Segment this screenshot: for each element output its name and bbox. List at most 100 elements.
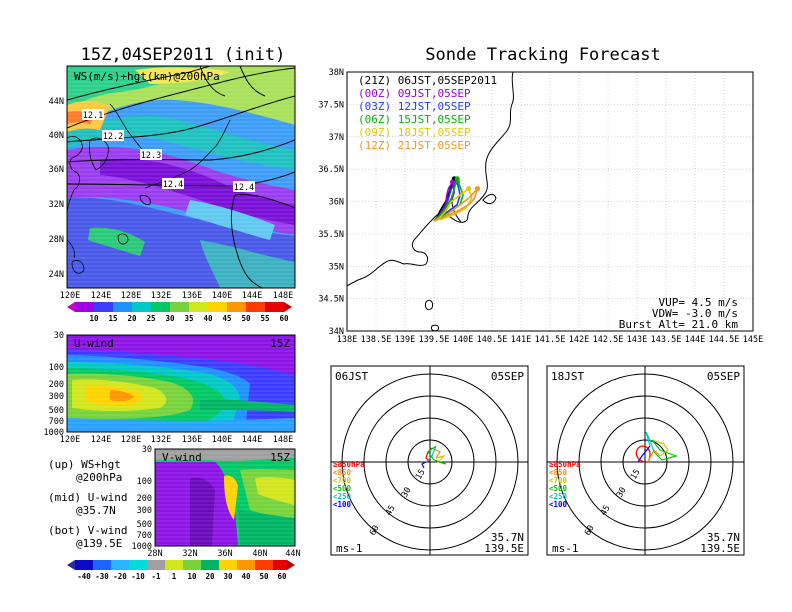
v-xlabel: 44N xyxy=(285,549,300,559)
pressure-legend-right: ≥850hPa <850 <700 <500 <250 <100 xyxy=(549,460,581,509)
hodo-time: 18JST xyxy=(551,370,584,383)
map-ylabel: 37N xyxy=(329,133,344,143)
burst-point xyxy=(449,179,456,185)
launch-legend-item: (21Z) 06JST,05SEP2011 xyxy=(358,74,497,87)
vcb-tick: 10 xyxy=(187,572,197,581)
pressure-legend-left: ≥850hPa <850 <700 <500 <250 <100 xyxy=(333,460,365,509)
track-map: 38N 37.5N 37N 36.5N 36N 35.5N 35N 34.5N 34N 138E… xyxy=(318,68,763,345)
ws-panel: WS(m/s)+hgt(km)@200hPa 12.1 12.2 12.3 12… xyxy=(49,65,296,301)
launch-legend-item: (06Z) 15JST,05SEP xyxy=(358,113,471,126)
contour-label-3: 12.3 xyxy=(141,151,161,161)
pressure-legend-item: <100 xyxy=(333,500,352,509)
u-xlabel: 132E xyxy=(151,435,171,445)
ring-label: 15 xyxy=(414,468,428,482)
track-line xyxy=(433,187,479,222)
u-xlabel: 136E xyxy=(182,435,202,445)
ring-label: 45 xyxy=(384,504,398,518)
cb-tick: 40 xyxy=(203,314,213,323)
map-ylabel: 36N xyxy=(329,198,344,208)
map-xlabel: 143.5E xyxy=(651,335,682,345)
track-line xyxy=(433,187,473,222)
pressure-legend-item: <500 xyxy=(549,484,568,493)
hodo-date: 05SEP xyxy=(491,370,524,383)
vcb-tick: 50 xyxy=(259,572,269,581)
ws-xlabel: 124E xyxy=(91,291,111,301)
map-xlabel: 138.5E xyxy=(361,335,392,345)
vcb-tick: 60 xyxy=(277,572,287,581)
contour-label-1: 12.1 xyxy=(83,111,103,121)
u-ylabel: 700 xyxy=(49,417,64,427)
ws-xlabel: 140E xyxy=(212,291,232,301)
hodograph-06jst: 15 30 45 60 06JST 05SEP 35.7N 139.5E ms-… xyxy=(330,365,529,556)
hodo-lat: 35.7N xyxy=(491,531,524,544)
ring-label: 15 xyxy=(629,468,643,482)
v-wind-panel: V-wind 15Z 30 100 200 300 500 700 1000 2… xyxy=(132,445,301,559)
hodograph-18jst: 15 30 45 60 18JST 05SEP 35.7N 139.5E ms-… xyxy=(546,365,745,556)
v-wind-label: V-wind xyxy=(162,451,202,464)
ws-xlabel: 128E xyxy=(121,291,141,301)
hodo-unit: ms-1 xyxy=(552,542,579,555)
vcb-tick: -1 xyxy=(151,572,161,581)
u-wind-panel: U-wind 15Z 30 100 200 300 500 700 1000 1… xyxy=(44,331,296,445)
map-xlabel: 139E xyxy=(395,335,415,345)
hodo-lon: 139.5E xyxy=(700,542,740,555)
hodo-lat: 35.7N xyxy=(707,531,740,544)
map-ylabel: 36.5N xyxy=(318,165,344,175)
sonde-tracks xyxy=(433,176,481,222)
pressure-legend-item: <500 xyxy=(333,484,352,493)
vcb-tick: -10 xyxy=(131,572,145,581)
legend-line: @139.5E xyxy=(76,537,122,550)
u-xlabel: 148E xyxy=(273,435,293,445)
burst-point xyxy=(474,185,481,192)
map-xlabel: 145E xyxy=(743,335,763,345)
v-xlabel: 32N xyxy=(182,549,197,559)
vcb-tick: 30 xyxy=(223,572,233,581)
contour-label-4: 12.4 xyxy=(163,180,183,190)
vdw-readout: VDW= -3.0 m/s xyxy=(652,307,738,320)
v-ylabel: 200 xyxy=(137,494,152,504)
ws-xlabel: 148E xyxy=(273,291,293,301)
burst-point xyxy=(454,176,460,182)
u-wind-time: 15Z xyxy=(270,337,290,350)
vcb-tick: -20 xyxy=(113,572,127,581)
pressure-legend-item: <250 xyxy=(333,492,352,501)
v-wind-time: 15Z xyxy=(270,451,290,464)
u-ylabel: 300 xyxy=(49,392,64,402)
u-wind-label: U-wind xyxy=(74,337,114,350)
launch-legend-item: (12Z) 21JST,05SEP xyxy=(358,139,471,152)
ws-ylabel: 44N xyxy=(49,97,64,107)
v-ylabel: 100 xyxy=(137,477,152,487)
ws-ylabel: 24N xyxy=(49,270,64,280)
u-ylabel: 100 xyxy=(49,363,64,373)
contour-label-2: 12.2 xyxy=(103,132,123,142)
v-xlabel: 36N xyxy=(217,549,232,559)
cb-tick: 45 xyxy=(222,314,231,323)
map-ylabel: 34.5N xyxy=(318,295,344,305)
right-title: Sonde Tracking Forecast xyxy=(425,45,660,65)
vcb-tick: -30 xyxy=(95,572,109,581)
launch-legend: (21Z) 06JST,05SEP2011 (00Z) 09JST,05SEP … xyxy=(358,74,497,152)
v-ylabel: 700 xyxy=(137,531,152,541)
hodo-time: 06JST xyxy=(335,370,368,383)
burst-point xyxy=(466,185,472,192)
map-ylabel: 38N xyxy=(329,68,344,78)
ws-xlabel: 144E xyxy=(242,291,262,301)
legend-line: (up) WS+hgt xyxy=(48,458,121,471)
cb-tick: 30 xyxy=(165,314,175,323)
hodo-unit: ms-1 xyxy=(336,542,363,555)
legend-line: (mid) U-wind xyxy=(48,491,127,504)
cb-tick: 25 xyxy=(146,314,155,323)
cb-tick: 50 xyxy=(241,314,251,323)
pressure-legend-item: ≥850hPa xyxy=(549,460,581,469)
panel-legend: (up) WS+hgt @200hPa (mid) U-wind @35.7N … xyxy=(48,458,127,550)
hodo-lon: 139.5E xyxy=(484,542,524,555)
map-xlabel: 143E xyxy=(627,335,647,345)
v-ylabel: 500 xyxy=(137,520,152,530)
cb-tick: 20 xyxy=(127,314,137,323)
u-xlabel: 128E xyxy=(121,435,141,445)
ws-ylabel: 36N xyxy=(49,165,64,175)
pressure-legend-item: <700 xyxy=(549,476,568,485)
u-xlabel: 120E xyxy=(60,435,80,445)
vcb-tick: 40 xyxy=(241,572,251,581)
